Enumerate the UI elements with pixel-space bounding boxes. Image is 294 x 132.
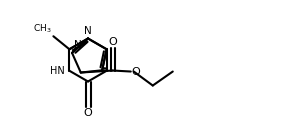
Text: CH$_3$: CH$_3$ — [33, 23, 51, 35]
Text: N: N — [74, 40, 82, 50]
Text: O: O — [108, 37, 117, 46]
Text: O: O — [83, 109, 92, 119]
Text: HN: HN — [50, 66, 64, 76]
Text: O: O — [132, 67, 141, 77]
Text: N: N — [84, 25, 92, 36]
